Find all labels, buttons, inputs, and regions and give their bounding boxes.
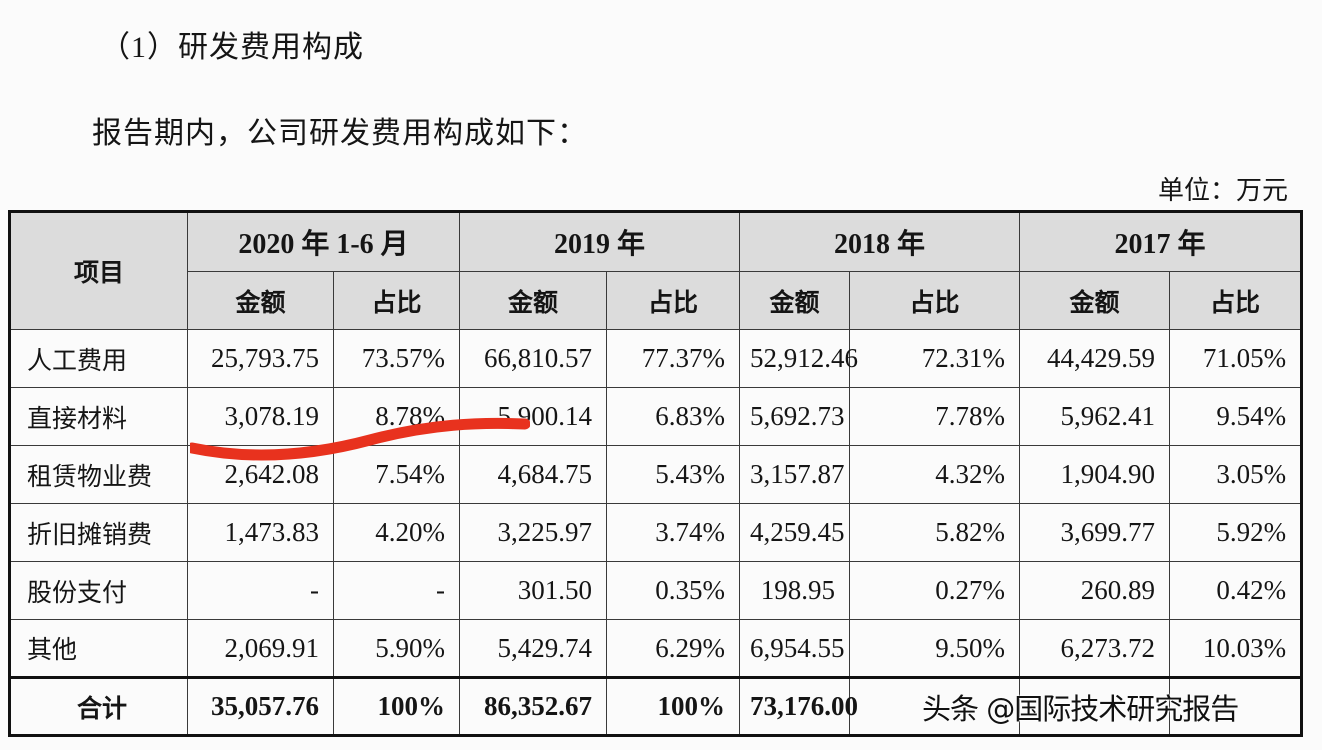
amount-header: 金额 (1019, 271, 1171, 330)
table-row: 租赁物业费 2,642.08 7.54% 4,684.75 5.43% 3,15… (9, 445, 1303, 504)
cell: 6,954.55 (739, 619, 851, 678)
cell: 5.82% (849, 503, 1021, 562)
cell: 5,900.14 (459, 387, 608, 446)
cell: 6,273.72 (1019, 619, 1171, 678)
intro-text: 报告期内，公司研发费用构成如下： (92, 117, 588, 150)
cell: - (332, 561, 461, 620)
cell: 9.50% (849, 619, 1021, 678)
row-label: 租赁物业费 (9, 445, 188, 504)
period-header: 2020 年 1-6 月 (186, 211, 461, 272)
cell: 0.42% (1169, 561, 1303, 620)
total-row: 合计 35,057.76 100% 86,352.67 100% 73,176.… (9, 676, 1303, 736)
cell: 72.31% (849, 329, 1021, 388)
table-row: 直接材料 3,078.19 8.78% 5,900.14 6.83% 5,692… (9, 387, 1303, 446)
cell: 8.78% (332, 387, 461, 446)
ratio-header: 占比 (1169, 271, 1303, 330)
cell (1019, 676, 1171, 736)
cell: 3.74% (606, 503, 741, 562)
row-label: 折旧摊销费 (9, 503, 188, 562)
item-header: 项目 (9, 211, 188, 330)
cell: 1,904.90 (1019, 445, 1171, 504)
period-header: 2018 年 (739, 211, 1021, 272)
cell: 3,078.19 (187, 387, 334, 446)
cell: 1,473.83 (187, 503, 334, 562)
row-label: 人工费用 (9, 329, 188, 388)
cell: 2,642.08 (187, 445, 334, 504)
cell: 86,352.67 (459, 676, 608, 736)
cell: 4.20% (332, 503, 461, 562)
cell: 5,429.74 (459, 619, 608, 678)
table-row: 折旧摊销费 1,473.83 4.20% 3,225.97 3.74% 4,25… (9, 503, 1303, 562)
cell (849, 676, 1021, 736)
cell: 198.95 (739, 561, 851, 620)
cell: 3.05% (1169, 445, 1303, 504)
cell: 5.90% (332, 619, 461, 678)
cell: 0.27% (849, 561, 1021, 620)
total-label: 合计 (9, 676, 188, 736)
cell: - (187, 561, 334, 620)
amount-header: 金额 (459, 271, 608, 330)
cell: 35,057.76 (187, 676, 334, 736)
cell: 3,225.97 (459, 503, 608, 562)
ratio-header: 占比 (332, 271, 461, 330)
cell: 66,810.57 (459, 329, 608, 388)
cell: 6.83% (606, 387, 741, 446)
cell: 9.54% (1169, 387, 1303, 446)
amount-header: 金额 (739, 271, 851, 330)
cell: 6.29% (606, 619, 741, 678)
unit-label: 单位：万元 (1157, 176, 1288, 205)
period-header: 2017 年 (1019, 211, 1303, 272)
cell: 73,176.00 (739, 676, 858, 736)
cell: 4,684.75 (459, 445, 608, 504)
table-row: 股份支付 - - 301.50 0.35% 198.95 0.27% 260.8… (9, 561, 1303, 620)
cell: 44,429.59 (1019, 329, 1171, 388)
cell: 7.54% (332, 445, 461, 504)
cell: 4.32% (849, 445, 1021, 504)
cell: 5.92% (1169, 503, 1303, 562)
cell (1169, 676, 1303, 736)
cell: 5,962.41 (1019, 387, 1171, 446)
cell: 7.78% (849, 387, 1021, 446)
cell: 3,157.87 (739, 445, 851, 504)
ratio-header: 占比 (606, 271, 741, 330)
cell: 100% (606, 676, 741, 736)
cell: 71.05% (1169, 329, 1303, 388)
cell: 2,069.91 (187, 619, 334, 678)
row-label: 其他 (9, 619, 188, 678)
rd-expense-table: 项目 2020 年 1-6 月 2019 年 2018 年 2017 年 金额 … (8, 210, 1304, 737)
cell: 5,692.73 (739, 387, 851, 446)
table-row: 其他 2,069.91 5.90% 5,429.74 6.29% 6,954.5… (9, 619, 1303, 678)
cell: 5.43% (606, 445, 741, 504)
period-header: 2019 年 (459, 211, 741, 272)
row-label: 直接材料 (9, 387, 188, 446)
section-heading: （1）研发费用构成 (100, 31, 364, 64)
cell: 77.37% (606, 329, 741, 388)
cell: 100% (332, 676, 461, 736)
cell: 10.03% (1169, 619, 1303, 678)
cell: 25,793.75 (187, 329, 334, 388)
amount-header: 金额 (187, 271, 334, 330)
ratio-header: 占比 (849, 271, 1021, 330)
cell: 52,912.46 (739, 329, 858, 388)
cell: 260.89 (1019, 561, 1171, 620)
cell: 3,699.77 (1019, 503, 1171, 562)
row-label: 股份支付 (9, 561, 188, 620)
cell: 4,259.45 (739, 503, 851, 562)
table-row: 人工费用 25,793.75 73.57% 66,810.57 77.37% 5… (9, 329, 1303, 388)
cell: 0.35% (606, 561, 741, 620)
cell: 73.57% (332, 329, 461, 388)
cell: 301.50 (459, 561, 608, 620)
